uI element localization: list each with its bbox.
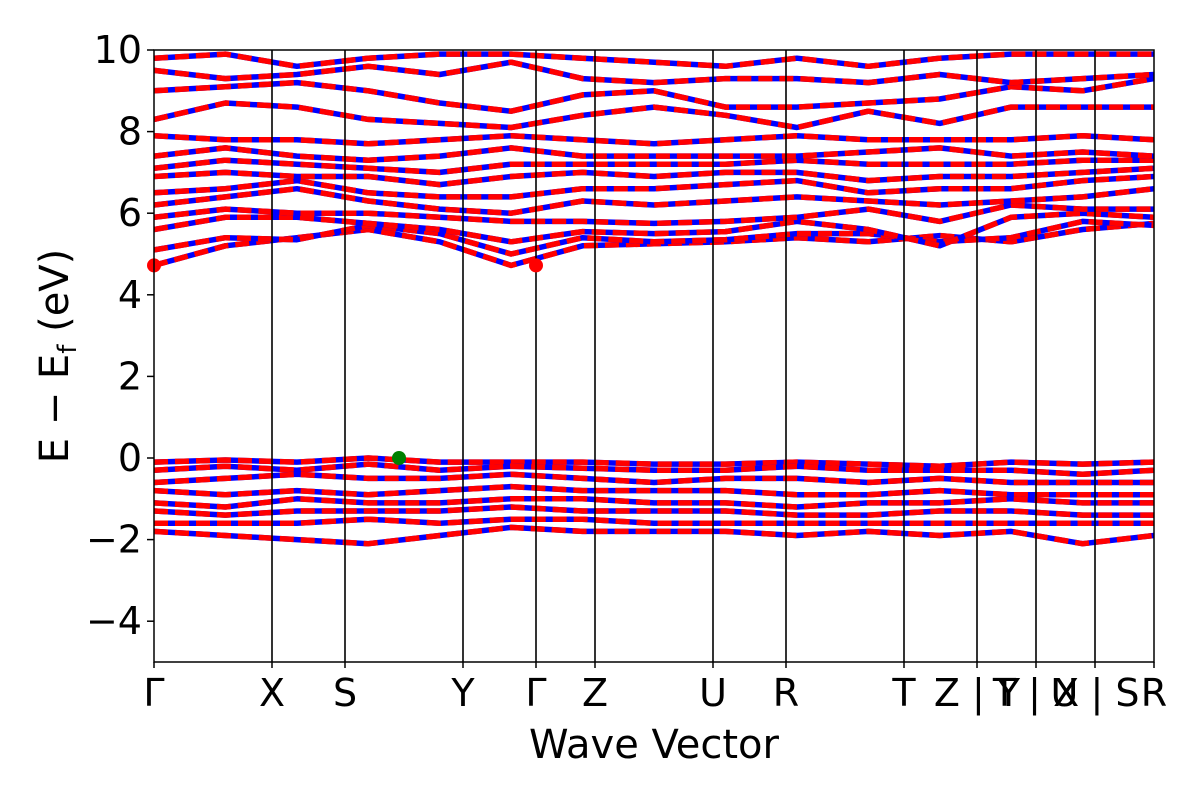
band-line-down xyxy=(154,516,1154,527)
y-axis-title-unit: (eV) xyxy=(32,249,78,345)
y-tick-label: 8 xyxy=(118,110,142,154)
y-tick-label: 10 xyxy=(94,28,142,72)
x-tick-label: Z xyxy=(582,671,608,715)
band-line-down xyxy=(154,132,1154,147)
x-tick-label: Γ xyxy=(143,671,164,715)
band-line-down xyxy=(154,455,1154,469)
band-line-down xyxy=(154,185,1154,216)
band-line-down xyxy=(154,145,1154,163)
x-tick-label: R xyxy=(773,671,799,715)
plot-frame xyxy=(153,49,1155,663)
band-line-down xyxy=(154,165,1154,188)
y-tick-label: 2 xyxy=(118,354,142,398)
band-line-up xyxy=(154,100,1154,131)
band-line-up xyxy=(154,51,1154,70)
y-tick-label: −2 xyxy=(86,518,142,562)
kpoint-lines xyxy=(271,50,1096,662)
x-tick-label: Y xyxy=(450,671,475,715)
y-tick-label: 0 xyxy=(118,436,142,480)
x-tick-label: S xyxy=(333,671,357,715)
band-line-down xyxy=(154,483,1154,498)
bands-layer xyxy=(154,51,1154,547)
y-ticks: −4 −2 0 2 4 6 8 10 xyxy=(86,28,154,643)
band-line-down xyxy=(154,504,1154,518)
band-line-down xyxy=(154,173,1154,200)
y-tick-label: 6 xyxy=(118,191,142,235)
x-tick-label: X xyxy=(259,671,285,715)
y-axis-title-main: E − E xyxy=(32,354,78,464)
cbm-marker xyxy=(529,258,543,273)
band-line-down xyxy=(154,202,1154,227)
band-line-up xyxy=(154,210,1154,249)
x-tick-label: R xyxy=(1141,671,1167,715)
band-line-down xyxy=(154,157,1154,176)
x-axis-title: Wave Vector xyxy=(529,722,780,768)
vbm-marker xyxy=(392,451,406,465)
x-tick-label: U | S xyxy=(1051,671,1140,716)
x-tick-label: T | X xyxy=(992,671,1079,716)
x-tick-label: U xyxy=(699,671,727,715)
band-line-up xyxy=(154,75,1154,114)
band-line-down xyxy=(154,524,1154,547)
x-tick-label: Γ xyxy=(525,671,546,715)
y-tick-label: 4 xyxy=(118,273,142,317)
band-line-up xyxy=(154,218,1154,257)
band-line-down xyxy=(154,496,1154,510)
y-axis-title: E − Ef (eV) xyxy=(32,249,83,464)
x-tick-label: Z | Y xyxy=(934,671,1021,716)
band-line-down xyxy=(154,461,1154,478)
y-tick-label: −4 xyxy=(86,599,142,643)
band-line-up xyxy=(154,59,1154,86)
y-axis-title-subscript: f xyxy=(53,344,83,354)
band-line-down xyxy=(154,471,1154,486)
x-tick-label: T xyxy=(891,671,916,715)
